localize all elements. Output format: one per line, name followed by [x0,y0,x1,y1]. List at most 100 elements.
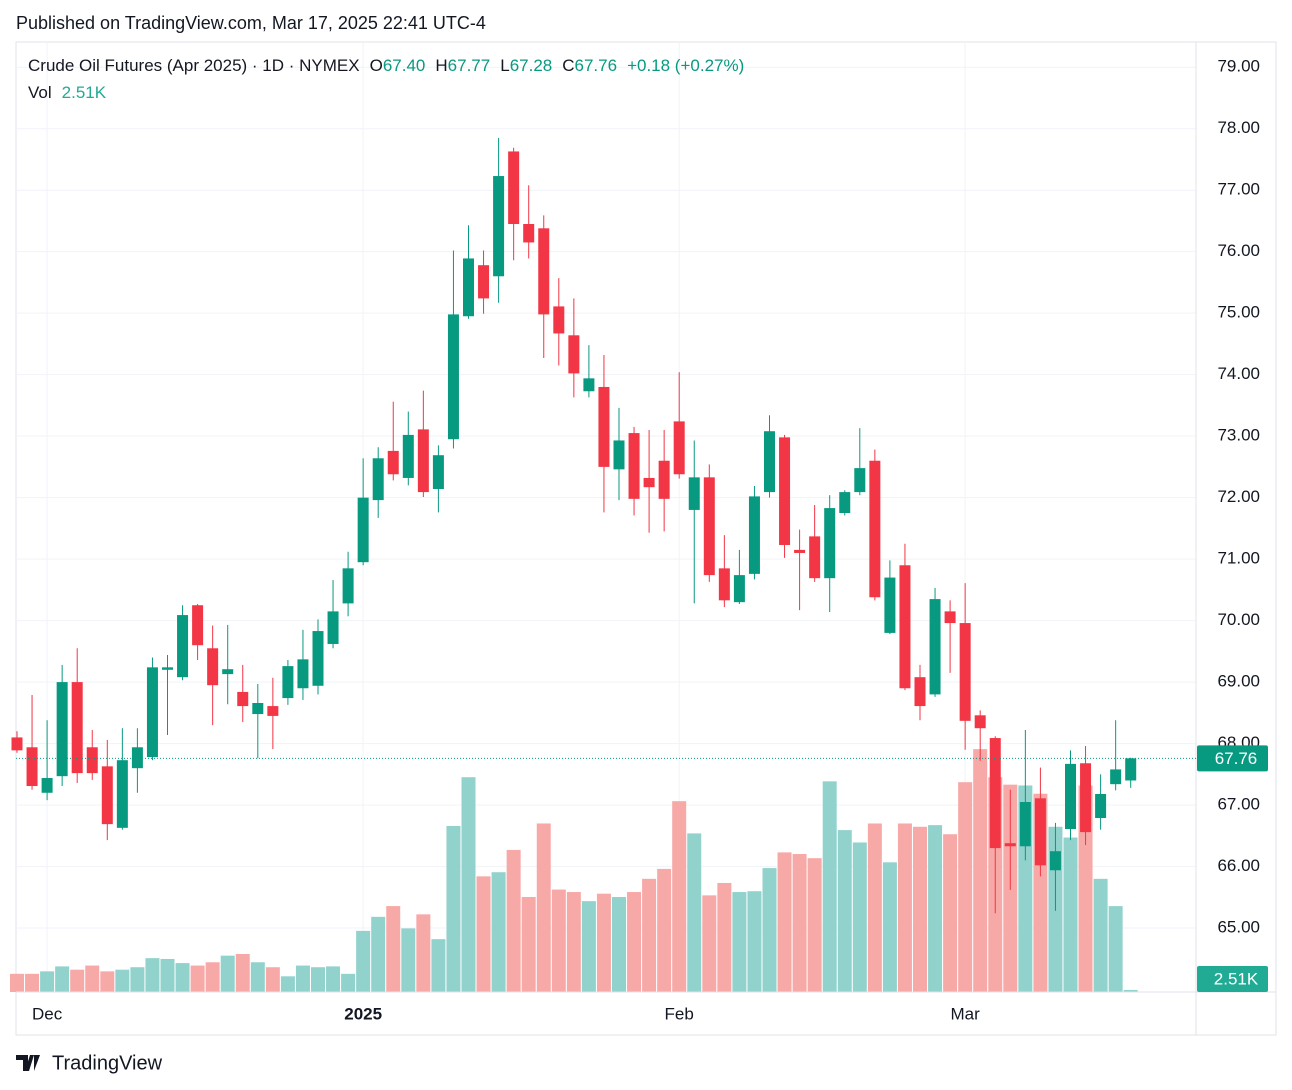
volume-bar [10,973,24,992]
volume-bar [401,928,416,992]
volume-bar [958,782,973,992]
y-tick-label: 78.00 [1217,118,1260,137]
volume-bar [235,954,250,992]
candle-body [131,747,143,769]
candle-body [402,434,414,478]
candle-body [11,737,23,751]
candle-body [523,224,535,243]
candle-body [177,615,189,678]
x-tick-label: Feb [665,1004,694,1023]
candle-body [493,176,505,277]
candle-body [779,437,791,545]
candle-body [222,669,234,675]
candle-body [432,455,444,490]
candle-body [884,577,896,633]
volume-legend: Vol 2.51K [28,83,107,102]
y-tick-label: 76.00 [1217,241,1260,260]
volume-bar [807,858,822,992]
chart-frame [15,41,1277,1036]
candle-body [673,421,685,475]
candle-body [944,611,956,624]
candle-body [974,715,986,729]
last-price-label: 67.76 [1215,749,1258,768]
ohlc-value: 67.28 [510,56,553,75]
volume-bar [280,976,295,992]
volume-bar [386,906,401,992]
y-tick-label: 69.00 [1217,672,1260,691]
volume-bar [973,749,988,992]
volume-bar [506,849,521,992]
x-tick-label: Mar [951,1004,981,1023]
volume-bar [371,916,386,992]
volume-bar [897,823,912,992]
volume-bar [882,862,897,992]
ohlc-value: 67.76 [575,56,618,75]
volume-bar [867,823,882,992]
candle-body [1080,763,1092,833]
candle-body [508,151,520,225]
volume-key: Vol [28,83,52,102]
volume-bar [356,930,371,992]
candle-body [613,440,625,470]
volume-bar [627,892,642,992]
volume-bar [521,897,536,992]
legend-line: Crude Oil Futures (Apr 2025) · 1D · NYME… [28,56,744,75]
y-tick-label: 72.00 [1217,487,1260,506]
candles [11,137,1137,914]
volume-bar [1078,785,1093,992]
volume-bar [341,973,356,992]
symbol-title: Crude Oil Futures (Apr 2025) · 1D · NYME… [28,56,360,75]
volume-bar [491,872,506,992]
volume-bar [762,868,777,992]
candle-body [583,378,595,392]
candle-body [1065,763,1076,830]
candle-body [101,766,113,825]
y-tick-label: 79.00 [1217,57,1260,76]
volume-bar [205,962,220,992]
y-tick-label: 65.00 [1217,918,1260,937]
candle-body [207,648,219,686]
volume-bar [732,892,747,992]
candle-body [1019,802,1031,847]
candle-body [929,599,941,695]
axes: 65.0066.0067.0068.0069.0070.0071.0072.00… [16,57,1268,1023]
volume-bar [612,897,626,992]
candle-body [854,468,866,493]
volume-bar [311,967,325,992]
candle-body [162,667,173,670]
candle-body [568,335,580,374]
volume-bar [596,893,611,992]
published-note: Published on TradingView.com, Mar 17, 20… [16,13,486,33]
volume-bar [747,891,762,992]
candle-body [733,575,745,603]
volume-bar [1108,906,1123,992]
last-volume-label: 2.51K [1214,969,1259,988]
candle-body [327,611,339,644]
candle-body [297,659,309,689]
candle-body [146,667,158,758]
x-tick-label: Dec [32,1004,63,1023]
candle-body [794,549,806,553]
candle-body [372,458,384,501]
volume-bar [777,852,792,992]
last-volume-badge [1197,966,1268,992]
candle-body [688,477,700,510]
candle-body [658,460,670,499]
volume-bar [446,825,461,992]
candle-body [914,677,926,707]
candle-body [703,477,715,576]
volume-bar [190,965,205,992]
ohlc-key: C [562,56,574,75]
candle-body [748,496,760,574]
brand-name: TradingView [52,1052,163,1074]
candle-body [538,228,550,315]
volume-bar [1123,989,1138,992]
last-price-badge [1197,745,1268,772]
ohlc-key: L [500,56,509,75]
candle-body [869,460,881,598]
volume-bar [792,854,807,992]
volume-bar [717,882,732,992]
y-tick-label: 67.00 [1217,795,1260,814]
candle-body [342,568,354,604]
